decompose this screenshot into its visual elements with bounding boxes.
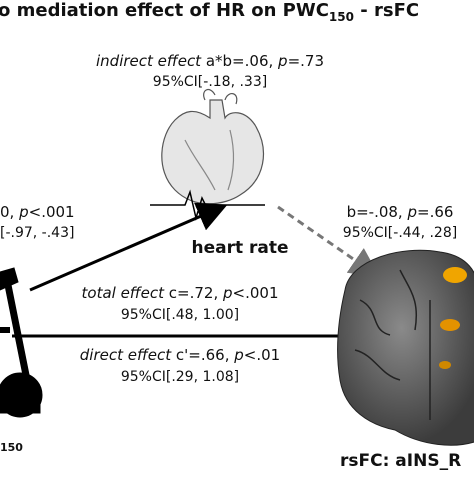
stat: b=-.08,: [347, 203, 408, 221]
title-suffix: - rsFC: [354, 0, 419, 21]
effect-label: indirect effect: [96, 52, 202, 70]
title-subscript: 150: [329, 10, 354, 24]
ci: 95%CI[.48, 1.00]: [121, 307, 239, 323]
bike-icon: [0, 267, 43, 418]
effect-label: total effect: [82, 284, 166, 302]
outcome-label: rsFC: aINS_R: [340, 451, 461, 471]
effect-label: direct effect: [80, 346, 173, 364]
total-line: total effect c=.72, p<.001: [82, 284, 279, 302]
p-label: p: [222, 284, 233, 302]
stat: c'=.66,: [171, 346, 234, 364]
stat: c=.72,: [164, 284, 223, 302]
path-b-line: b=-.08, p=.66: [347, 203, 454, 221]
ci: 95%CI[-.18, .33]: [153, 74, 267, 90]
p-label: p: [406, 203, 417, 221]
direct-line: direct effect c'=.66, p<.01: [80, 346, 280, 364]
stat: 0,: [0, 203, 19, 221]
p-label: p: [277, 52, 288, 70]
p-value: <.001: [233, 284, 279, 302]
p-value: <.001: [29, 203, 75, 221]
p-label: p: [233, 346, 244, 364]
brain-icon: [337, 249, 474, 446]
predictor-subscript: 150: [0, 441, 23, 454]
p-value: <.01: [244, 346, 280, 364]
path-a-line: 0, p<.001: [0, 203, 75, 221]
arrow-a: [29, 202, 228, 292]
arrow-b: [277, 205, 380, 278]
heart-icon: [161, 88, 264, 205]
p-value: =.66: [417, 203, 453, 221]
p-label: p: [18, 203, 29, 221]
title: o mediation effect of HR on PWC150 - rsF…: [0, 0, 419, 24]
ci: 95%CI[.29, 1.08]: [121, 369, 239, 385]
indirect-line: indirect effect a*b=.06, p=.73: [96, 52, 324, 70]
ci: 95%CI[-.44, .28]: [343, 225, 457, 241]
stat: a*b=.06,: [201, 52, 278, 70]
mediator-label: heart rate: [191, 238, 288, 258]
ci: [-.97, -.43]: [0, 225, 74, 241]
title-text: o mediation effect of HR on PWC: [0, 0, 329, 21]
p-value: =.73: [288, 52, 324, 70]
